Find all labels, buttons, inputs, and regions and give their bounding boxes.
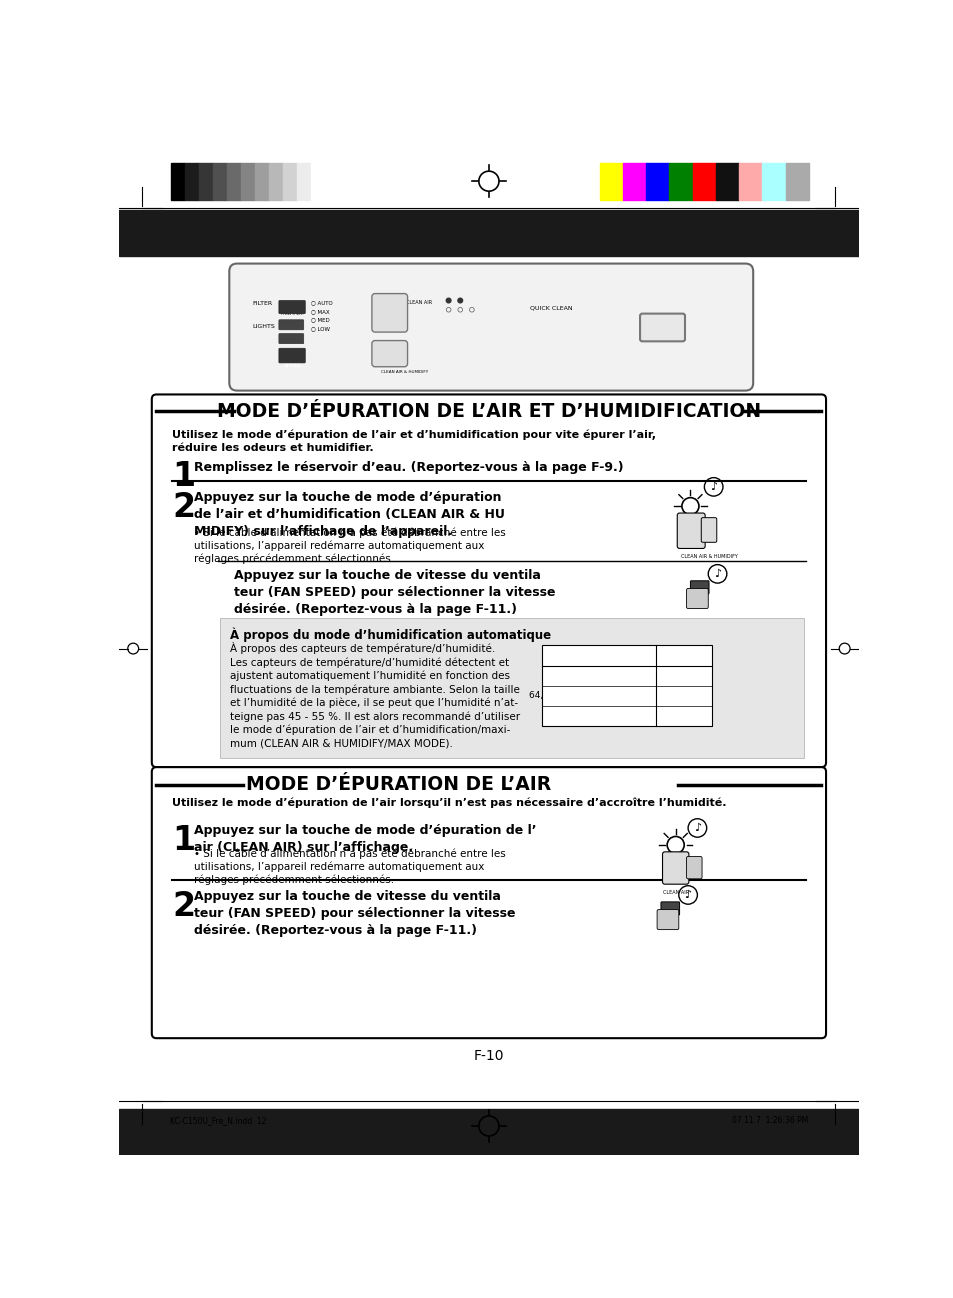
Text: Press 3 sec.: Press 3 sec. [280, 312, 303, 317]
Text: ON / OFF: ON / OFF [282, 339, 300, 343]
Text: Température: Température [565, 650, 631, 661]
Bar [199, 164, 213, 200]
Text: F-10: F-10 [474, 1049, 503, 1063]
Text: CLEAN AIR: CLEAN AIR [662, 889, 688, 894]
FancyBboxPatch shape [686, 857, 701, 879]
Bar [171, 164, 185, 200]
FancyBboxPatch shape [278, 334, 303, 344]
Text: • Si le câble d’alimentation n’a pas été débranché entre les
utilisations, l’app: • Si le câble d’alimentation n’a pas été… [193, 849, 505, 885]
Bar [227, 164, 241, 200]
Text: Appuyez sur la touche de vitesse du ventila
teur (FAN SPEED) pour sélectionner l: Appuyez sur la touche de vitesse du vent… [233, 570, 555, 617]
FancyBboxPatch shape [152, 767, 825, 1038]
Text: ♪: ♪ [693, 823, 700, 833]
Text: QUICK CLEAN: QUICK CLEAN [530, 306, 572, 312]
FancyBboxPatch shape [278, 319, 303, 330]
Text: 45 %: 45 % [670, 710, 697, 720]
FancyBboxPatch shape [152, 395, 825, 767]
Bar [541, 645, 711, 726]
Bar [185, 164, 199, 200]
Text: ~64,4 °F (~18 °C): ~64,4 °F (~18 °C) [558, 671, 639, 680]
Text: 07.11.7  1:26:36 PM: 07.11.7 1:26:36 PM [731, 1116, 807, 1125]
Bar [645, 164, 669, 200]
Text: 75,2 °F~ (24 °C~): 75,2 °F~ (24 °C~) [558, 711, 639, 720]
Text: À propos des capteurs de température/d’humidité.
Les capteurs de température/d’h: À propos des capteurs de température/d’h… [230, 643, 519, 748]
FancyBboxPatch shape [661, 851, 688, 884]
FancyBboxPatch shape [372, 340, 407, 367]
Bar [692, 164, 716, 200]
Bar [282, 164, 296, 200]
Bar [269, 164, 282, 200]
Text: FILTER: FILTER [253, 301, 273, 305]
Text: Utilisez le mode d’épuration de l’air et d’humidification pour vite épurer l’air: Utilisez le mode d’épuration de l’air et… [172, 430, 656, 453]
Text: KC-C150U_Fre_N.indd  12: KC-C150U_Fre_N.indd 12 [170, 1116, 266, 1125]
FancyBboxPatch shape [660, 902, 679, 915]
Bar [669, 164, 692, 200]
FancyBboxPatch shape [690, 580, 708, 594]
FancyBboxPatch shape [372, 293, 407, 332]
Text: 2: 2 [172, 492, 194, 524]
FancyBboxPatch shape [278, 301, 305, 314]
Text: À propos du mode d’humidification automatique: À propos du mode d’humidification automa… [230, 627, 551, 641]
Text: LIGHTS: LIGHTS [253, 323, 275, 328]
Text: Remplissez le réservoir d’eau. (Reportez-vous à la page F-9.): Remplissez le réservoir d’eau. (Reportez… [193, 462, 622, 475]
Circle shape [446, 299, 451, 302]
Bar [213, 164, 227, 200]
Text: OFF: OFF [650, 327, 674, 336]
Text: • Si le câble d’alimentation n’a pas été débranché entre les
utilisations, l’app: • Si le câble d’alimentation n’a pas été… [193, 528, 505, 565]
Bar [739, 164, 761, 200]
Text: ○ MAX: ○ MAX [311, 309, 330, 314]
Text: CLEAN AIR & HUMIDIFY: CLEAN AIR & HUMIDIFY [381, 370, 428, 374]
Bar [761, 164, 785, 200]
Text: ♪: ♪ [713, 569, 720, 579]
Bar [119, 1108, 858, 1155]
Bar [119, 156, 858, 206]
Text: MODE D’ÉPURATION DE L’AIR ET D’HUMIDIFICATION: MODE D’ÉPURATION DE L’AIR ET D’HUMIDIFIC… [216, 402, 760, 421]
Text: ○ AUTO: ○ AUTO [311, 301, 333, 305]
FancyBboxPatch shape [657, 910, 679, 929]
Bar [785, 164, 808, 200]
FancyBboxPatch shape [686, 588, 707, 609]
Text: Appuyez sur la touche de mode d’épuration
de l’air et d’humidification (CLEAN AI: Appuyez sur la touche de mode d’épuratio… [193, 492, 504, 539]
Text: FAN
SPEED: FAN SPEED [662, 910, 677, 919]
Text: RESET: RESET [283, 306, 300, 312]
Text: ON / OFF: ON / OFF [282, 324, 300, 328]
Bar [716, 164, 739, 200]
Text: 55 %: 55 % [670, 671, 697, 680]
Text: Appuyez sur la touche de vitesse du ventila
teur (FAN SPEED) pour sélectionner l: Appuyez sur la touche de vitesse du vent… [193, 890, 515, 937]
Bar [241, 164, 254, 200]
Text: FAN
SPEED: FAN SPEED [283, 357, 301, 369]
Text: MODE D’ÉPURATION DE L’AIR: MODE D’ÉPURATION DE L’AIR [245, 775, 550, 794]
Bar [220, 618, 803, 758]
Bar [599, 164, 622, 200]
Text: 64,4 °F~75,2 °F (18 °C~24 °C): 64,4 °F~75,2 °F (18 °C~24 °C) [529, 691, 668, 700]
Text: 2: 2 [172, 890, 194, 923]
Bar [254, 164, 269, 200]
Text: Appuyez sur la touche de mode d’épuration de l’
air (CLEAN AIR) sur l’affichage.: Appuyez sur la touche de mode d’épuratio… [193, 824, 536, 854]
FancyBboxPatch shape [700, 518, 716, 543]
Text: 50 %: 50 % [670, 691, 697, 701]
Text: ♪: ♪ [709, 482, 717, 492]
Text: ○ LOW: ○ LOW [311, 326, 330, 331]
Text: 1: 1 [172, 459, 194, 493]
Text: Utilisez le mode d’épuration de l’air lorsqu’il n’est pas nécessaire d’accroître: Utilisez le mode d’épuration de l’air lo… [172, 798, 725, 809]
Text: CLEAN AIR & HUMIDIFY: CLEAN AIR & HUMIDIFY [680, 554, 738, 559]
Bar [296, 164, 311, 200]
Text: 1: 1 [172, 824, 194, 857]
FancyBboxPatch shape [278, 348, 305, 363]
Circle shape [457, 299, 462, 302]
Bar [311, 164, 324, 200]
Text: FAN
SPEED: FAN SPEED [692, 589, 706, 598]
Text: CLEAN AIR: CLEAN AIR [406, 300, 432, 305]
Bar [622, 164, 645, 200]
Bar [119, 210, 858, 256]
Text: ○ MED: ○ MED [311, 318, 330, 322]
FancyBboxPatch shape [639, 314, 684, 341]
FancyBboxPatch shape [229, 263, 753, 391]
Text: ♪: ♪ [684, 890, 691, 900]
Text: Humidité: Humidité [659, 650, 707, 661]
FancyBboxPatch shape [677, 513, 704, 549]
